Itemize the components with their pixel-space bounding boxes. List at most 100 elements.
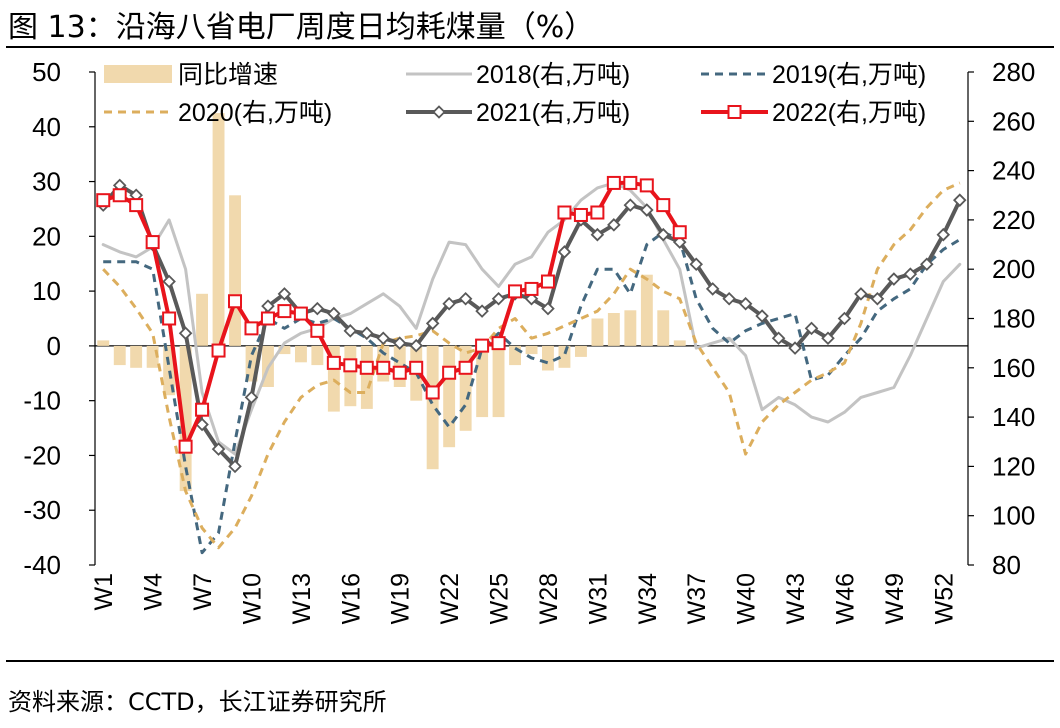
- series-point-s2021: [475, 304, 489, 318]
- legend-label: 2019(右,万吨): [772, 61, 926, 89]
- series-point-s2021: [837, 311, 852, 326]
- series-point-s2021: [705, 282, 720, 296]
- yoy-bar: [212, 113, 225, 346]
- series-point-s2022: [310, 323, 325, 338]
- left-tick-label: -30: [23, 495, 61, 525]
- series-point-s2021: [327, 306, 341, 321]
- series-point-s2021: [870, 292, 885, 306]
- series-point-s2022: [392, 365, 407, 380]
- series-point-s2022: [524, 281, 539, 296]
- yoy-bar: [179, 345, 192, 492]
- series-point-s2022: [672, 225, 687, 240]
- legend-label: 同比增速: [178, 61, 278, 89]
- top-rule: [6, 46, 1054, 48]
- yoy-bar: [311, 345, 324, 366]
- series-point-s2022: [557, 205, 572, 220]
- series-point-s2022: [359, 360, 374, 375]
- series-point-s2022: [623, 175, 638, 190]
- x-tick-label: W7: [189, 573, 217, 611]
- series-point-s2021: [310, 301, 325, 316]
- series-point-s2022: [260, 311, 275, 326]
- x-tick-label: W28: [535, 573, 563, 624]
- x-tick-label: W43: [782, 573, 810, 624]
- series-point-s2021: [244, 390, 259, 405]
- yoy-bar: [525, 345, 538, 355]
- series-point-s2021: [557, 245, 572, 259]
- right-tick-label: 80: [992, 550, 1021, 580]
- chart-title: 图 13：沿海八省电厂周度日均耗煤量（%）: [8, 10, 595, 45]
- series-point-s2021: [277, 287, 292, 301]
- yoy-bar: [624, 310, 637, 346]
- series-point-s2022: [277, 304, 292, 319]
- series-point-s2021: [376, 331, 391, 345]
- series-point-s2021: [409, 338, 423, 353]
- series-point-s2021: [623, 198, 638, 212]
- yoy-bar: [476, 345, 489, 418]
- series-point-s2022: [211, 343, 226, 358]
- yoy-bar: [542, 345, 554, 371]
- legend-label: 2018(右,万吨): [476, 61, 630, 89]
- series-point-s2021: [458, 292, 473, 306]
- x-tick-label: W19: [387, 573, 415, 624]
- series-point-s2022: [508, 284, 523, 299]
- series-point-s2022: [656, 198, 671, 213]
- series-point-s2021: [821, 331, 835, 345]
- x-tick-label: W13: [288, 573, 316, 624]
- series-point-s2021: [590, 227, 605, 242]
- series-line-s2020: [102, 181, 961, 550]
- right-tick-label: 160: [992, 353, 1035, 383]
- series-point-s2022: [293, 306, 308, 321]
- left-tick-label: 20: [32, 221, 61, 251]
- series-point-s2021: [392, 336, 407, 350]
- x-tick-label: W22: [436, 573, 464, 624]
- series-point-s2021: [788, 341, 802, 355]
- series-point-s2022: [129, 198, 144, 213]
- legend-marker-2022: [727, 105, 742, 119]
- left-tick-label: 50: [32, 57, 61, 87]
- right-tick-label: 220: [992, 205, 1035, 235]
- series-point-s2022: [590, 205, 605, 220]
- right-tick-label: 280: [992, 57, 1035, 87]
- series-point-s2022: [573, 207, 588, 222]
- yoy-bar: [443, 345, 456, 448]
- x-tick-label: W1: [90, 573, 118, 611]
- series-point-s2021: [656, 227, 671, 242]
- series-point-s2021: [442, 296, 456, 311]
- right-tick-label: 100: [992, 501, 1035, 531]
- series-point-s2022: [639, 178, 654, 193]
- series-point-s2021: [952, 193, 967, 207]
- yoy-bar: [130, 345, 143, 368]
- right-tick-label: 180: [992, 304, 1035, 334]
- series-point-s2021: [360, 326, 374, 341]
- series-point-s2021: [524, 292, 539, 306]
- source-note: 资料来源：CCTD，长江证券研究所: [8, 688, 387, 716]
- x-tick-label: W37: [683, 573, 711, 624]
- right-tick-label: 140: [992, 402, 1035, 432]
- series-point-s2021: [178, 326, 193, 341]
- right-tick-label: 120: [992, 451, 1035, 481]
- right-tick-label: 200: [992, 254, 1035, 284]
- right-tick-label: 240: [992, 156, 1035, 186]
- series-point-s2021: [162, 274, 176, 289]
- left-tick-label: -20: [23, 440, 61, 470]
- series-point-s2022: [145, 235, 160, 250]
- left-tick-label: 40: [32, 112, 61, 142]
- series-point-s2021: [211, 442, 226, 456]
- chart: -40 -30 -20 -10 0 10 20 30 40 50 80 100 120 140 160 180…: [23, 57, 1035, 624]
- series-point-s2021: [689, 257, 703, 272]
- series-point-s2021: [887, 272, 901, 286]
- yoy-bar: [575, 345, 587, 357]
- series-point-s2021: [640, 203, 654, 217]
- yoy-bar: [278, 345, 291, 355]
- series-point-s2022: [326, 355, 341, 370]
- series-point-s2021: [804, 321, 819, 336]
- yoy-bar: [229, 195, 241, 346]
- series-point-s2021: [771, 331, 786, 345]
- yoy-bar: [591, 318, 604, 346]
- yoy-bar: [558, 345, 571, 368]
- series-point-s2021: [936, 227, 951, 242]
- series-point-s2021: [854, 287, 868, 301]
- legend-marker-2021: [432, 105, 446, 119]
- bottom-rule: [6, 660, 1054, 662]
- series-point-s2022: [112, 188, 127, 203]
